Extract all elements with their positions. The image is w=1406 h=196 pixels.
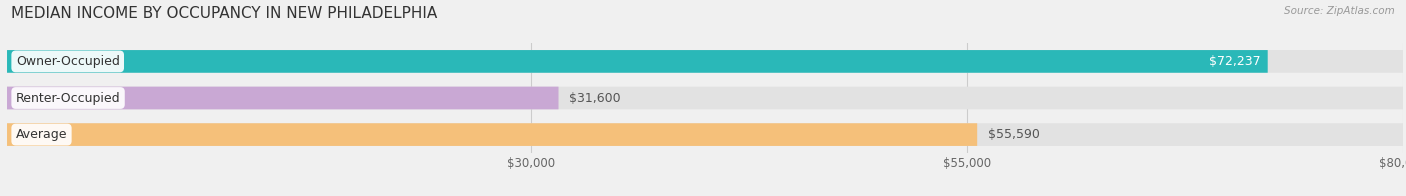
Text: $31,600: $31,600 <box>569 92 620 104</box>
FancyBboxPatch shape <box>7 87 558 109</box>
Text: Average: Average <box>15 128 67 141</box>
FancyBboxPatch shape <box>7 50 1403 73</box>
Text: Owner-Occupied: Owner-Occupied <box>15 55 120 68</box>
Text: Renter-Occupied: Renter-Occupied <box>15 92 121 104</box>
Text: MEDIAN INCOME BY OCCUPANCY IN NEW PHILADELPHIA: MEDIAN INCOME BY OCCUPANCY IN NEW PHILAD… <box>11 6 437 21</box>
Text: $72,237: $72,237 <box>1209 55 1261 68</box>
FancyBboxPatch shape <box>7 123 1403 146</box>
FancyBboxPatch shape <box>7 123 977 146</box>
FancyBboxPatch shape <box>7 50 1268 73</box>
Text: $55,590: $55,590 <box>987 128 1039 141</box>
Text: Source: ZipAtlas.com: Source: ZipAtlas.com <box>1284 6 1395 16</box>
FancyBboxPatch shape <box>7 87 1403 109</box>
